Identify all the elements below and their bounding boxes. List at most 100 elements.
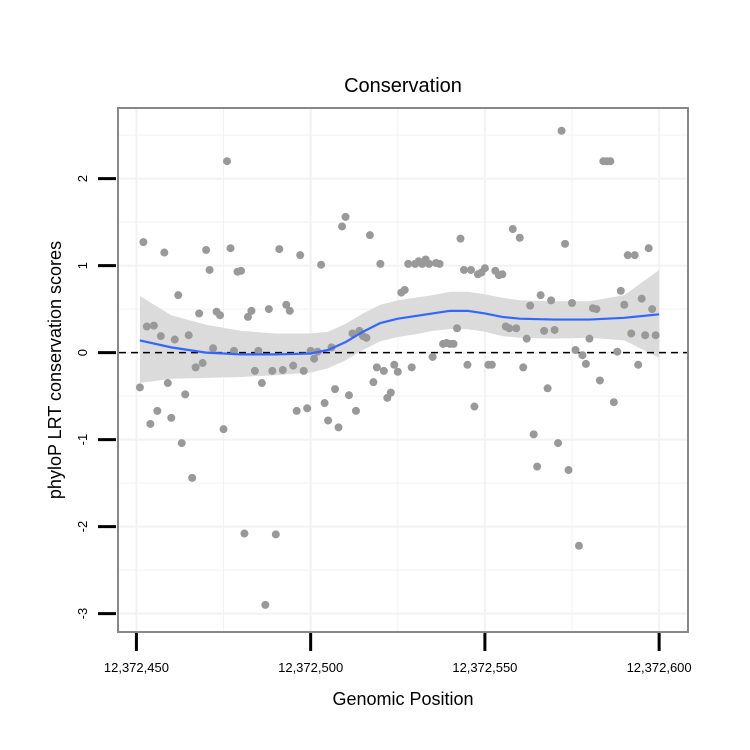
data-point <box>606 157 615 166</box>
data-point <box>310 354 319 363</box>
x-tick-label: 12,372,450 <box>104 660 169 675</box>
data-point <box>163 379 172 388</box>
data-point <box>578 351 587 360</box>
data-point <box>261 600 270 609</box>
data-point <box>536 291 545 300</box>
data-point <box>449 339 458 348</box>
data-point <box>574 541 583 550</box>
data-point <box>181 390 190 399</box>
data-point <box>404 259 413 268</box>
data-point <box>459 265 468 274</box>
data-point <box>149 321 158 330</box>
data-point <box>627 329 636 338</box>
data-point <box>320 399 329 408</box>
data-point <box>543 384 552 393</box>
data-point <box>240 529 249 538</box>
data-point <box>557 126 566 135</box>
data-point <box>139 238 148 247</box>
data-point <box>219 425 228 434</box>
data-point <box>651 331 660 340</box>
data-point <box>223 157 232 166</box>
data-point <box>393 367 402 376</box>
data-point <box>453 324 462 333</box>
data-point <box>226 244 235 253</box>
data-point <box>529 430 538 439</box>
data-point <box>271 530 280 539</box>
data-point <box>153 406 162 415</box>
data-point <box>142 322 151 331</box>
data-point <box>156 332 165 341</box>
data-point <box>613 347 622 356</box>
x-tick-label: 12,372,600 <box>627 660 692 675</box>
data-point <box>376 259 385 268</box>
data-point <box>609 398 618 407</box>
data-point <box>338 222 347 231</box>
data-point <box>191 363 200 372</box>
data-point <box>198 359 207 368</box>
data-point <box>362 333 371 342</box>
data-point <box>282 300 291 309</box>
y-tick-label: -3 <box>75 608 90 620</box>
data-point <box>184 331 193 340</box>
smooth-trend-line <box>139 309 660 356</box>
data-point <box>568 299 577 308</box>
data-point <box>292 406 301 415</box>
data-point <box>644 244 653 253</box>
data-point <box>379 366 388 375</box>
y-axis-label: phyloP LRT conservation scores <box>45 241 65 499</box>
data-point <box>205 265 214 274</box>
data-point <box>146 419 155 428</box>
data-point <box>247 306 256 315</box>
y-axis: -3 -2 -1 0 1 2 <box>75 175 116 619</box>
data-point <box>428 352 437 361</box>
data-point <box>585 334 594 343</box>
data-point <box>170 335 179 344</box>
data-point <box>202 245 211 254</box>
data-point <box>463 360 472 369</box>
chart-title: Conservation <box>344 75 462 97</box>
smooth-line <box>139 309 660 356</box>
data-point <box>303 404 312 413</box>
data-point <box>216 311 225 320</box>
data-point <box>236 266 245 275</box>
data-point <box>264 305 273 314</box>
data-point <box>372 363 381 372</box>
data-point <box>487 360 496 369</box>
data-point <box>344 391 353 400</box>
data-point <box>620 300 629 309</box>
data-point <box>317 260 326 269</box>
data-point <box>188 473 197 482</box>
data-point <box>195 309 204 318</box>
y-tick-label: 2 <box>75 175 90 182</box>
data-point <box>275 245 284 254</box>
data-point <box>167 413 176 422</box>
data-point <box>634 360 643 369</box>
data-point <box>581 359 590 368</box>
x-axis: 12,372,450 12,372,500 12,372,550 12,372,600 <box>104 633 692 675</box>
data-point <box>480 264 489 273</box>
data-point <box>515 233 524 242</box>
plot-panel-border <box>117 107 689 633</box>
data-point <box>637 294 646 303</box>
data-point <box>540 326 549 335</box>
data-point <box>285 306 294 315</box>
data-point <box>630 251 639 260</box>
data-point <box>250 366 259 375</box>
data-point <box>554 439 563 448</box>
data-point <box>351 406 360 415</box>
data-point <box>571 345 580 354</box>
data-point <box>400 285 409 294</box>
data-point <box>369 378 378 387</box>
data-point <box>519 363 528 372</box>
data-point <box>334 423 343 432</box>
data-point <box>616 286 625 295</box>
data-point <box>456 234 465 243</box>
data-point <box>623 251 632 260</box>
data-point <box>547 296 556 305</box>
data-point <box>470 402 479 411</box>
data-point <box>177 439 186 448</box>
data-point <box>390 360 399 369</box>
data-point <box>324 416 333 425</box>
data-point <box>526 301 535 310</box>
